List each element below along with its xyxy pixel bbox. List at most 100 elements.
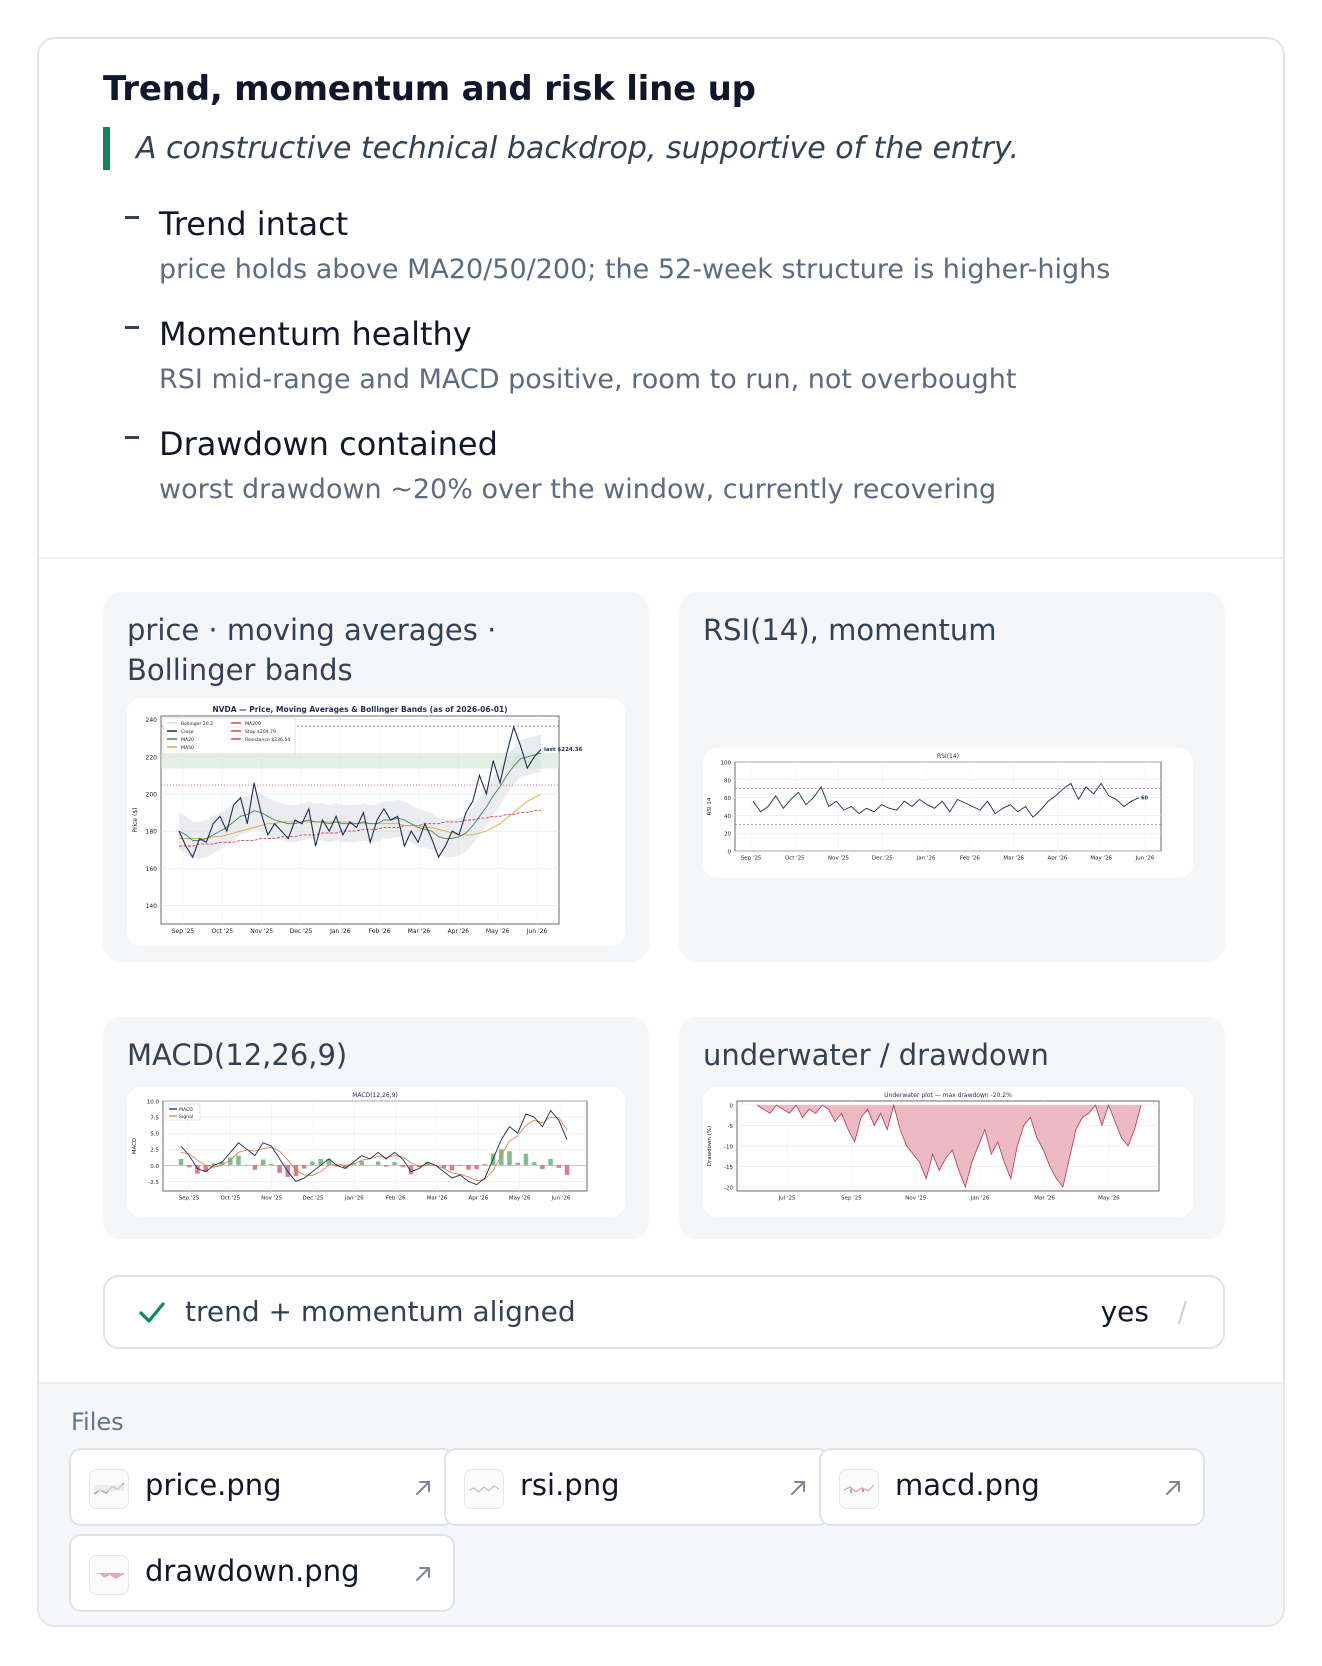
- x-tick-label: Dec '25: [872, 856, 893, 862]
- x-tick-label: Jun '26: [1135, 856, 1155, 862]
- x-tick-label: Sep '25: [172, 928, 195, 935]
- summary-quote: A constructive technical backdrop, suppo…: [103, 127, 1219, 170]
- file-thumbnail-icon: [464, 1469, 504, 1509]
- histogram-bar: [531, 1162, 537, 1166]
- histogram-bar: [523, 1153, 529, 1166]
- last-rsi-label: 60: [1141, 796, 1148, 802]
- x-tick-label: Nov '25: [828, 856, 849, 862]
- legend-label: Stop $204.79: [245, 729, 276, 735]
- file-name: price.png: [145, 1468, 282, 1502]
- histogram-bar: [186, 1165, 192, 1168]
- histogram-bar: [228, 1157, 233, 1166]
- y-axis-label: Drawdown (%): [707, 1126, 713, 1166]
- series-line-macd: [180, 1109, 568, 1186]
- drawdown-chart-image[interactable]: 0 -5 -10 -15 -20 Jul '25 Sep '25 Nov '25 Jan '26…: [703, 1087, 1193, 1217]
- bullet-title: Trend intact: [159, 205, 349, 243]
- file-price[interactable]: price.png: [69, 1448, 455, 1526]
- file-rsi[interactable]: rsi.png: [444, 1448, 830, 1526]
- macd-chart-image[interactable]: -2.5 0.0 2.5 5.0 7.5 10.0 Sep '25 Oct '25 Nov '2…: [127, 1087, 625, 1217]
- histogram-bar: [326, 1158, 332, 1166]
- x-tick-label: Dec '25: [290, 928, 313, 935]
- legend-box: [162, 717, 296, 755]
- legend-label: MA50: [181, 745, 194, 751]
- dash-icon: [125, 326, 139, 329]
- histogram-bar: [219, 1162, 225, 1166]
- x-tick-label: Mar '26: [1034, 1196, 1055, 1202]
- bullet-description: worst drawdown ~20% over the window, cur…: [159, 474, 997, 505]
- histogram-bar: [236, 1155, 241, 1166]
- x-tick-label: Jan '26: [329, 928, 351, 935]
- y-tick-label: -20: [724, 1185, 733, 1191]
- open-external-icon[interactable]: [411, 1476, 435, 1500]
- bullet-list: Trend intact price holds above MA20/50/2…: [103, 204, 1219, 508]
- panel-title: price · moving averages · Bollinger band…: [127, 613, 497, 687]
- file-thumbnail-icon: [839, 1469, 879, 1509]
- drawdown-chart: 0 -5 -10 -15 -20 Jul '25 Sep '25 Nov '25 Jan '26…: [707, 1092, 1160, 1202]
- x-tick-label: Dec '25: [303, 1196, 324, 1202]
- x-tick-label: Nov '25: [250, 928, 273, 935]
- price-chart: 140 160 180 200 220 240 Sep '25 Oct '25 Nov '25 D…: [132, 705, 583, 935]
- x-tick-label: Jun '26: [551, 1196, 571, 1202]
- file-macd[interactable]: macd.png: [819, 1448, 1205, 1526]
- histogram-bar: [564, 1165, 570, 1175]
- legend-label: MA20: [181, 737, 194, 743]
- status-value: yes: [1100, 1295, 1149, 1328]
- legend-label: Signal: [179, 1114, 193, 1120]
- y-tick-label: 220: [146, 754, 158, 761]
- price-chart-image[interactable]: 140 160 180 200 220 240 Sep '25 Oct '25 Nov '25 D…: [127, 698, 625, 946]
- histogram-bar: [301, 1165, 307, 1169]
- y-tick-label: -10: [724, 1145, 733, 1151]
- histogram-bar: [441, 1165, 447, 1169]
- file-drawdown[interactable]: drawdown.png: [69, 1534, 455, 1612]
- histogram-bar: [310, 1161, 315, 1166]
- open-external-icon[interactable]: [786, 1476, 810, 1500]
- file-name: rsi.png: [520, 1468, 620, 1502]
- y-tick-label: 0: [728, 850, 732, 856]
- last-price-label: last $224.36: [544, 747, 583, 753]
- analysis-card: Trend, momentum and risk line up A const…: [37, 37, 1285, 1627]
- dash-icon: [125, 216, 139, 219]
- histogram-bar: [260, 1159, 266, 1166]
- histogram-bar: [474, 1165, 479, 1170]
- histogram-bar: [252, 1165, 258, 1170]
- file-thumbnail-icon: [89, 1555, 129, 1595]
- x-tick-label: Feb '26: [386, 1196, 406, 1202]
- chart-title: RSI(14): [937, 753, 959, 760]
- x-tick-label: Sep '25: [179, 1196, 200, 1202]
- x-tick-label: Oct '25: [785, 856, 805, 862]
- histogram-bar: [449, 1165, 455, 1171]
- x-tick-label: Feb '26: [960, 856, 980, 862]
- legend-label: Resistance $236.54: [245, 737, 290, 743]
- price-chart-panel: price · moving averages · Bollinger band…: [103, 592, 649, 962]
- series-line-signal: [180, 1116, 568, 1182]
- resistance-zone: [161, 753, 559, 769]
- y-tick-label: 140: [146, 903, 158, 910]
- y-tick-label: 5.0: [150, 1132, 159, 1138]
- x-tick-label: Oct '25: [220, 1196, 240, 1202]
- y-tick-label: -2.5: [148, 1180, 159, 1186]
- macd-chart-panel: MACD(12,26,9) -2.5 0.0 2.5 5.0 7.5 10.0 Sep '2…: [103, 1017, 649, 1239]
- plot-area: [734, 761, 1162, 852]
- y-tick-label: 20: [724, 832, 731, 838]
- histogram-bar: [359, 1160, 364, 1166]
- open-external-icon[interactable]: [1161, 1476, 1185, 1500]
- series-line-rsi: [752, 782, 1140, 818]
- bullet-title: Drawdown contained: [159, 425, 498, 463]
- rsi-chart-image[interactable]: 0 20 40 60 80 100 Sep '25 Oct '25 Nov '25 Dec '25…: [703, 748, 1193, 878]
- file-name: drawdown.png: [145, 1554, 360, 1588]
- check-icon: [139, 1302, 165, 1323]
- card-header: Trend, momentum and risk line up A const…: [39, 39, 1283, 554]
- histogram-bar: [178, 1158, 184, 1166]
- histogram-bar: [269, 1164, 274, 1166]
- x-tick-label: Mar '26: [1003, 856, 1024, 862]
- chart-title: NVDA — Price, Moving Averages & Bollinge…: [212, 705, 507, 714]
- x-tick-label: Nov '25: [905, 1196, 926, 1202]
- histogram-bar: [408, 1165, 414, 1175]
- x-tick-label: May '26: [1090, 856, 1112, 862]
- x-tick-label: Jun '26: [526, 928, 548, 935]
- histogram-bar: [211, 1163, 217, 1166]
- histogram-bar: [540, 1165, 545, 1170]
- open-external-icon[interactable]: [411, 1562, 435, 1586]
- legend-label: Bollinger 20,2: [181, 721, 213, 727]
- drawdown-area: [757, 1105, 1141, 1187]
